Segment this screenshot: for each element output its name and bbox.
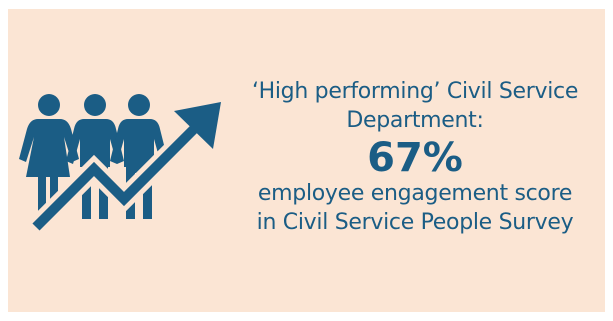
caption-line-2: in Civil Service People Survey	[256, 210, 574, 235]
engagement-score: 67%	[367, 135, 463, 181]
person-head-icon	[128, 94, 150, 116]
people-rising-arrow-icon	[16, 87, 226, 239]
arrow-line-icon	[32, 125, 198, 231]
infographic-card: ‘High performing’ Civil Service Departme…	[8, 9, 605, 312]
arrow-head-icon	[174, 102, 221, 149]
headline-line-2: Department:	[346, 108, 484, 133]
person-body-icon	[19, 119, 79, 219]
person-head-icon	[38, 94, 60, 116]
engagement-stat: ‘High performing’ Civil Service Departme…	[230, 77, 600, 237]
caption-line-1: employee engagement score	[257, 181, 573, 206]
headline-line-1: ‘High performing’ Civil Service	[251, 79, 579, 104]
person-body-icon	[110, 119, 168, 219]
person-head-icon	[84, 94, 106, 116]
